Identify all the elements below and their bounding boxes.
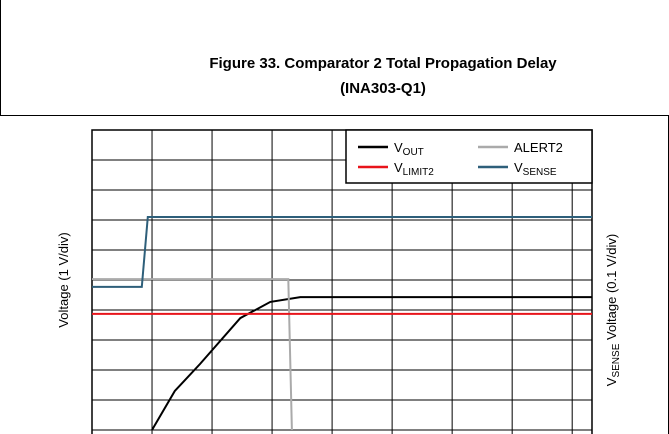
trace <box>92 278 293 431</box>
trace <box>151 296 592 431</box>
y-axis-label: Voltage (1 V/div) <box>56 232 71 327</box>
legend-label: VLIMIT2 <box>394 160 434 178</box>
chart-subtitle: (INA303-Q1) <box>340 80 426 97</box>
plot-frame <box>91 129 593 434</box>
chart-title: Figure 33. Comparator 2 Total Propagatio… <box>209 55 557 72</box>
legend-box <box>345 129 593 184</box>
legend-label: VSENSE <box>514 160 557 178</box>
y2-axis-label: VSENSE Voltage (0.1 V/div) <box>604 234 622 386</box>
legend-label: ALERT2 <box>514 140 563 155</box>
trace <box>92 216 592 288</box>
legend-label: VOUT <box>394 140 424 158</box>
